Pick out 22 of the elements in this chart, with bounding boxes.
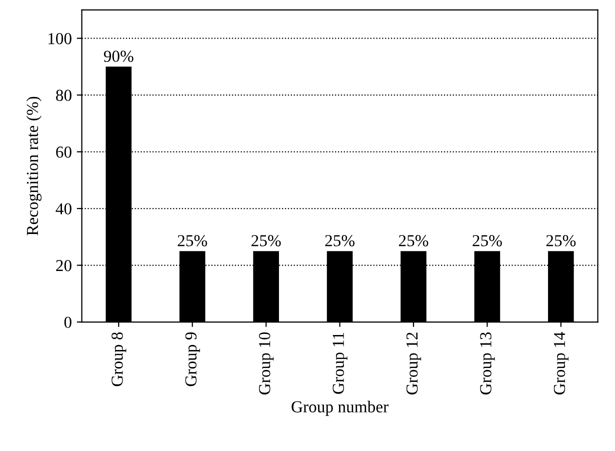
y-tick-label: 60	[56, 146, 72, 158]
y-tick-label: 0	[64, 316, 72, 328]
data-label: 25%	[546, 235, 576, 246]
y-tick-label: 40	[56, 203, 72, 214]
data-label: 25%	[178, 235, 208, 246]
x-axis-title: Group number	[292, 400, 388, 416]
data-label: 25%	[398, 235, 428, 246]
x-tick-label: Group 14	[554, 332, 568, 394]
data-label: 25%	[472, 235, 502, 246]
x-tick-label: Group 8	[112, 332, 126, 386]
y-axis-title: Recognition rate (%)	[26, 96, 42, 236]
x-tick-label: Group 13	[480, 332, 495, 394]
y-tick-label: 100	[48, 32, 72, 44]
data-label: 25%	[252, 235, 281, 246]
y-tick-label: 80	[56, 90, 72, 101]
y-tick-label: 20	[56, 260, 72, 272]
data-label: 25%	[325, 235, 354, 246]
x-tick-label: Group 10	[259, 332, 274, 394]
x-tick-label: Group 9	[185, 332, 200, 386]
x-tick-label: Group 12	[406, 332, 422, 394]
x-tick-label: Group 11	[332, 332, 348, 394]
data-label: 90%	[104, 50, 134, 62]
